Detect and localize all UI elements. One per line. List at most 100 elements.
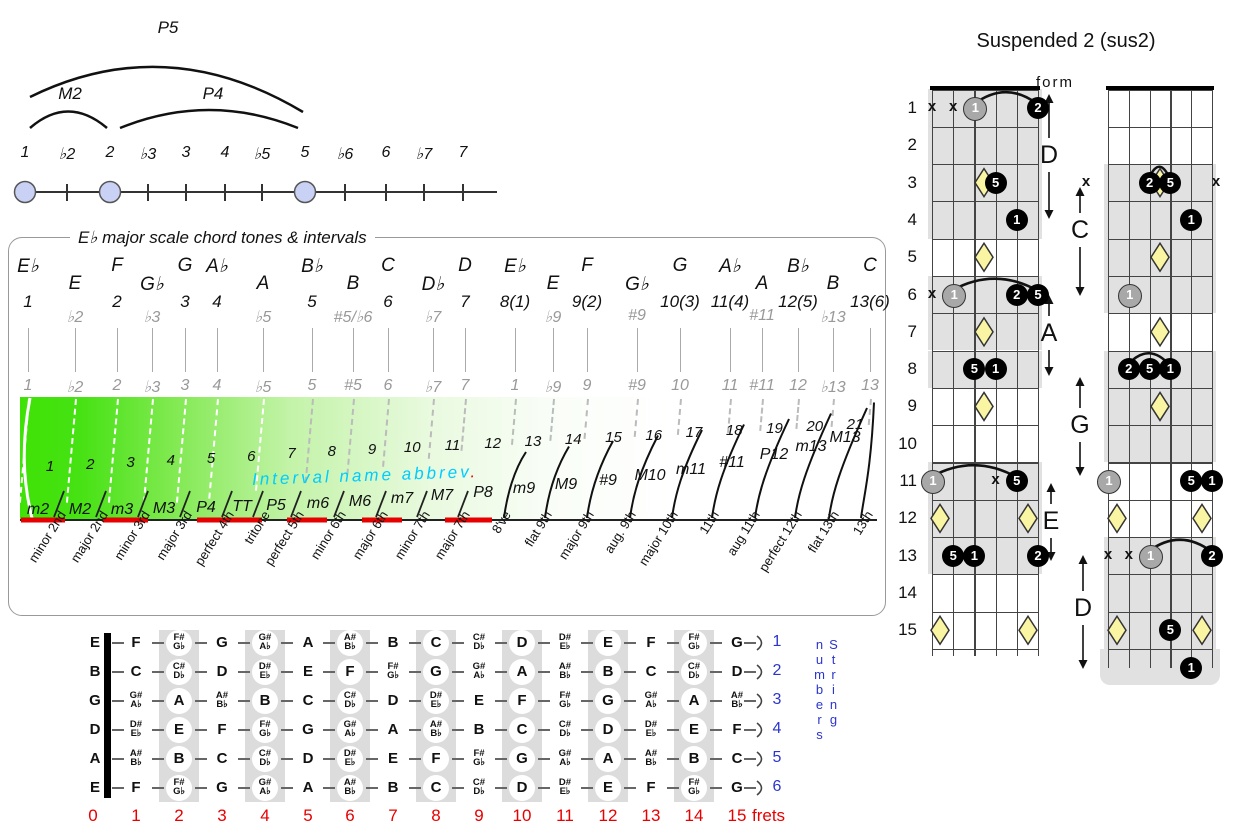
panel-degree: 1 (23, 292, 33, 311)
chord-tone-marker: 5 (984, 171, 1007, 194)
fret-line (932, 387, 1038, 389)
string-number: 5 (772, 749, 782, 766)
panel-note: E (68, 273, 82, 294)
fret-note-enharmonic: A# (215, 690, 229, 701)
panel-note: B♭ (301, 256, 323, 277)
string-dash (280, 699, 293, 702)
note-disc (423, 717, 449, 743)
scale-tone-diamond (974, 391, 994, 422)
fret-note: D# E♭ (336, 749, 364, 767)
open-string-letter: A (89, 750, 101, 767)
note-disc (337, 659, 363, 685)
fret-note-enharmonic: C# (687, 661, 701, 672)
panel-connector (433, 328, 434, 372)
fan-semitone-number: 16 (645, 426, 663, 444)
fret-line (932, 462, 1038, 464)
string-dash (494, 786, 507, 789)
sus2-fret-number: 11 (899, 471, 917, 491)
fret-line (1108, 350, 1212, 352)
string-dash (323, 670, 335, 673)
string-dash (744, 641, 756, 644)
panel-connector (762, 328, 763, 372)
string-dash (451, 728, 464, 731)
scale-degree-number: 2 (105, 144, 115, 161)
string-dash (580, 728, 593, 731)
fan-semitone-number: 17 (685, 424, 703, 442)
open-string-letter: E (89, 634, 100, 651)
muted-string-x: x (949, 98, 958, 116)
chord-tone-marker: 5 (1180, 470, 1203, 493)
panel-connector (185, 328, 186, 372)
panel-degree: 5 (307, 292, 317, 311)
string-dash (323, 757, 335, 760)
fret-note: G# A♭ (551, 749, 579, 767)
fan-semitone-number: 14 (564, 430, 582, 448)
note-disc (252, 630, 278, 656)
chord-tone-marker: 2 (1138, 171, 1161, 194)
panel-degree: 10(3) (660, 292, 700, 311)
fret-note: F# G♭ (680, 632, 708, 651)
fret-note-enharmonic: F# (173, 777, 185, 788)
panel-degree: 6 (383, 292, 393, 311)
fret-note: A# B♭ (637, 749, 665, 767)
panel-chromatic-degree: 11 (721, 377, 739, 394)
fret-note: G# A♭ (336, 720, 364, 738)
string-dash (537, 728, 550, 731)
fret-note: A# B♭ (336, 778, 364, 796)
fret-note-enharmonic: F# (688, 632, 700, 643)
fret-note-enharmonic: D# (558, 632, 572, 643)
fret-note-enharmonic: G♭ (688, 785, 700, 797)
scale-degree-number: 6 (381, 144, 391, 161)
fret-note: F (131, 779, 141, 796)
string-dash (494, 670, 507, 673)
panel-degree: ♭13 (820, 309, 846, 326)
fret-note-enharmonic: D# (258, 661, 272, 672)
sus2-fret-number: 5 (907, 247, 917, 267)
fret-note-enharmonic: G♭ (473, 756, 485, 768)
chord-tone-marker: 1 (1005, 208, 1028, 231)
fret-number-label: 14 (684, 806, 704, 825)
muted-string-x: x (927, 284, 937, 302)
fret-note-enharmonic: F# (173, 632, 185, 643)
fret-number-label: 9 (474, 806, 484, 825)
panel-degree: 4 (212, 292, 222, 311)
fret-line (932, 164, 1038, 166)
fret-note-enharmonic: B♭ (216, 698, 228, 710)
fret-note: G (602, 692, 614, 709)
panel-note: F (111, 255, 123, 276)
even-fret-shading (588, 630, 628, 802)
fret-note: A# B♭ (551, 662, 579, 680)
chord-tone-marker: 2 (1117, 358, 1140, 381)
panel-note: A♭ (206, 256, 228, 277)
fret-line (1108, 648, 1212, 651)
chord-tone-marker: 1 (1180, 208, 1203, 231)
fan-interval-abbrev: m6 (306, 495, 330, 512)
fret-note-enharmonic: A# (429, 719, 443, 730)
note-disc (509, 659, 535, 685)
chord-tone-marker: 2 (1005, 283, 1028, 306)
panel-connector (680, 328, 681, 372)
panel-degree: 7 (460, 292, 470, 311)
panel-connector (515, 328, 516, 372)
fret-note: D# E♭ (551, 632, 579, 651)
fret-number-label: 2 (174, 806, 184, 825)
sus2-fret-number: 8 (907, 359, 917, 379)
fan-semitone-number: 9 (367, 441, 377, 459)
string-numbers-label: String numbers (812, 637, 841, 742)
fret-note: F (131, 634, 141, 651)
string-number: 3 (772, 691, 782, 708)
even-fret-shading (159, 630, 199, 802)
panel-connector (637, 328, 638, 372)
chord-tone-marker: 2 (1027, 97, 1049, 120)
string-dash (237, 728, 250, 731)
fret-note-enharmonic: D♭ (344, 698, 356, 710)
fret-note: G# A♭ (122, 691, 150, 709)
string-line (1038, 89, 1040, 656)
string-dash (365, 786, 378, 789)
fret-line (932, 611, 1038, 613)
nut-bar (1106, 85, 1214, 90)
chord-tone-marker: 1 (984, 358, 1007, 381)
string-number: 1 (772, 633, 782, 650)
fret-line (1108, 275, 1212, 278)
string-dash (580, 641, 593, 644)
